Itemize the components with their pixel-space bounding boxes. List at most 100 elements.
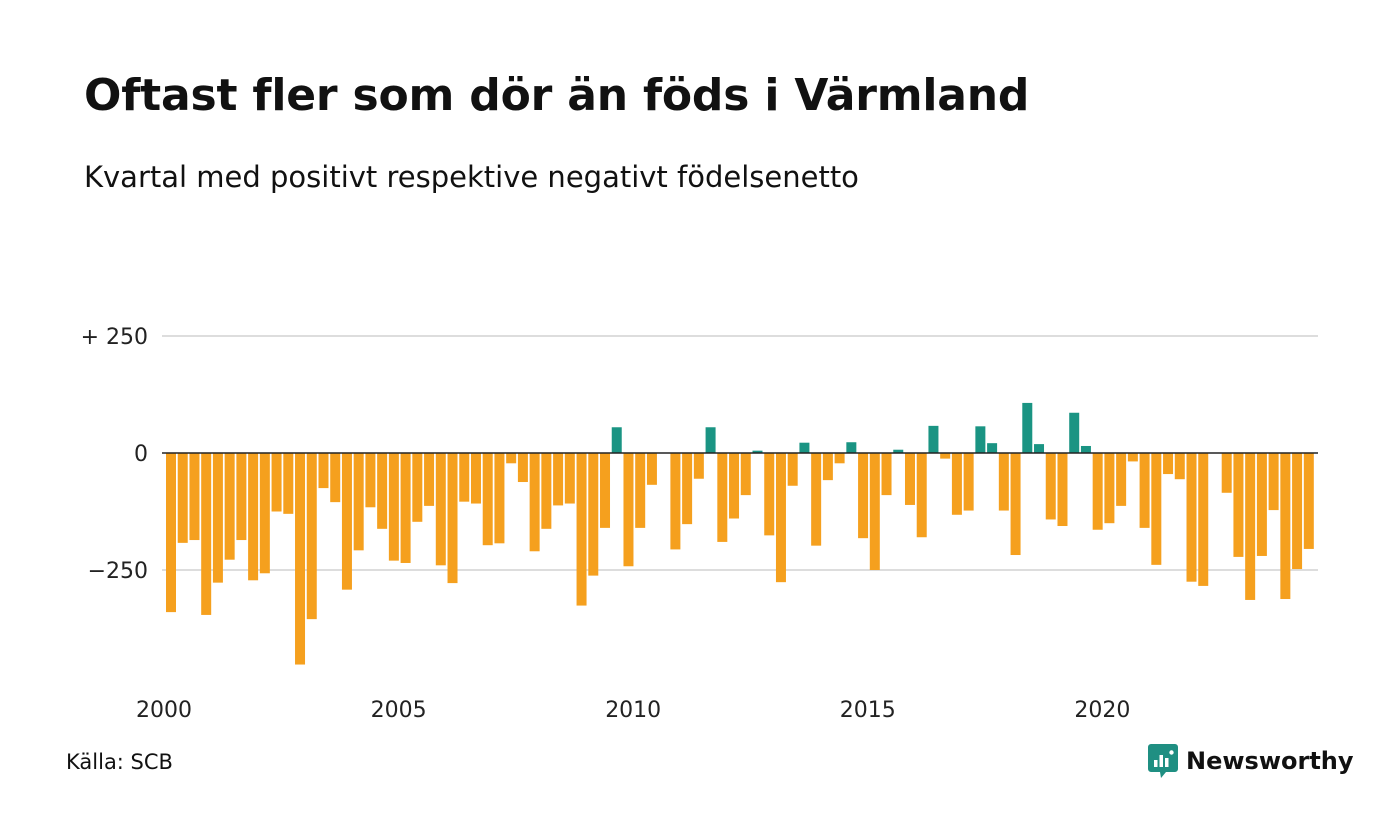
y-tick-label-2: −250 xyxy=(88,559,148,584)
bar-35 xyxy=(576,453,587,606)
bar-36 xyxy=(588,453,599,576)
bar-75 xyxy=(1045,453,1056,520)
x-tick-label-1: 2005 xyxy=(371,698,427,723)
bar-67 xyxy=(951,453,962,515)
bar-30 xyxy=(517,453,528,483)
bar-60 xyxy=(869,453,880,570)
bar-3 xyxy=(201,453,212,615)
bar-11 xyxy=(295,453,306,665)
bar-39 xyxy=(623,453,634,567)
bar-2 xyxy=(189,453,200,541)
bar-68 xyxy=(963,453,974,511)
bar-18 xyxy=(377,453,388,529)
bar-93 xyxy=(1256,453,1267,556)
bar-86 xyxy=(1174,453,1185,480)
bar-62 xyxy=(893,449,904,453)
bar-9 xyxy=(271,453,282,512)
brand-logo: Newsworthy xyxy=(1148,744,1354,778)
bar-34 xyxy=(564,453,575,504)
bar-82 xyxy=(1127,453,1138,462)
bar-15 xyxy=(341,453,352,590)
bar-83 xyxy=(1139,453,1150,528)
bar-47 xyxy=(717,453,728,542)
bar-17 xyxy=(365,453,376,508)
bar-24 xyxy=(447,453,458,584)
bar-50 xyxy=(752,450,763,453)
bar-59 xyxy=(858,453,869,539)
x-tick-label-0: 2000 xyxy=(136,698,192,723)
bar-38 xyxy=(611,427,622,453)
bar-66 xyxy=(940,453,951,459)
bar-41 xyxy=(646,453,657,485)
bar-74 xyxy=(1034,444,1045,453)
bar-70 xyxy=(987,443,998,453)
bar-4 xyxy=(212,453,223,583)
bar-72 xyxy=(1010,453,1021,556)
bar-14 xyxy=(330,453,341,503)
bar-chart: + 250 0 −250 2000 2005 2010 2015 2020 xyxy=(81,325,1318,723)
bar-43 xyxy=(670,453,681,550)
bar-26 xyxy=(470,453,481,504)
bar-55 xyxy=(811,453,822,546)
bar-32 xyxy=(541,453,552,529)
bar-97 xyxy=(1303,453,1314,549)
bar-81 xyxy=(1116,453,1127,506)
bar-45 xyxy=(693,453,704,479)
bar-65 xyxy=(928,425,939,453)
y-tick-label-1: 0 xyxy=(134,442,148,467)
bar-57 xyxy=(834,453,845,464)
bar-56 xyxy=(822,453,833,481)
bar-21 xyxy=(412,453,423,522)
bar-52 xyxy=(775,453,786,583)
bar-46 xyxy=(705,427,716,453)
bar-53 xyxy=(787,453,798,486)
bar-88 xyxy=(1198,453,1209,586)
bar-85 xyxy=(1163,453,1174,475)
bar-80 xyxy=(1104,453,1115,524)
bar-48 xyxy=(729,453,740,519)
bar-13 xyxy=(318,453,329,489)
bar-12 xyxy=(306,453,317,620)
bar-90 xyxy=(1221,453,1232,493)
bars xyxy=(166,402,1314,665)
bar-64 xyxy=(916,453,927,538)
chart-subtitle: Kvartal med positivt respektive negativt… xyxy=(84,160,859,194)
bar-95 xyxy=(1280,453,1291,600)
bar-37 xyxy=(600,453,611,528)
bar-6 xyxy=(236,453,247,541)
bar-40 xyxy=(635,453,646,528)
y-tick-label-0: + 250 xyxy=(81,325,148,350)
bar-1 xyxy=(177,453,188,543)
bar-71 xyxy=(998,453,1009,511)
bar-16 xyxy=(353,453,364,551)
bar-5 xyxy=(224,453,235,560)
bar-58 xyxy=(846,442,857,453)
chart-title: Oftast fler som dör än föds i Värmland xyxy=(84,70,1030,121)
bar-79 xyxy=(1092,453,1103,530)
bar-92 xyxy=(1245,453,1256,600)
bar-28 xyxy=(494,453,505,544)
source-note: Källa: SCB xyxy=(66,750,173,774)
bar-31 xyxy=(529,453,540,552)
bar-33 xyxy=(553,453,564,506)
bar-8 xyxy=(259,453,270,574)
x-tick-label-2: 2010 xyxy=(605,698,661,723)
bar-54 xyxy=(799,442,810,453)
bar-29 xyxy=(506,453,517,464)
bar-94 xyxy=(1268,453,1279,511)
bar-10 xyxy=(283,453,294,514)
x-tick-label-3: 2015 xyxy=(840,698,896,723)
bar-96 xyxy=(1292,453,1303,570)
bar-61 xyxy=(881,453,892,496)
bar-78 xyxy=(1080,445,1091,453)
x-tick-label-4: 2020 xyxy=(1074,698,1130,723)
newsworthy-logo-icon xyxy=(1148,744,1178,778)
bar-51 xyxy=(764,453,775,536)
bar-73 xyxy=(1022,402,1033,453)
bar-77 xyxy=(1069,412,1080,453)
bar-22 xyxy=(424,453,435,506)
bar-25 xyxy=(459,453,470,502)
bar-19 xyxy=(388,453,399,561)
bar-87 xyxy=(1186,453,1197,582)
bar-0 xyxy=(166,453,176,613)
